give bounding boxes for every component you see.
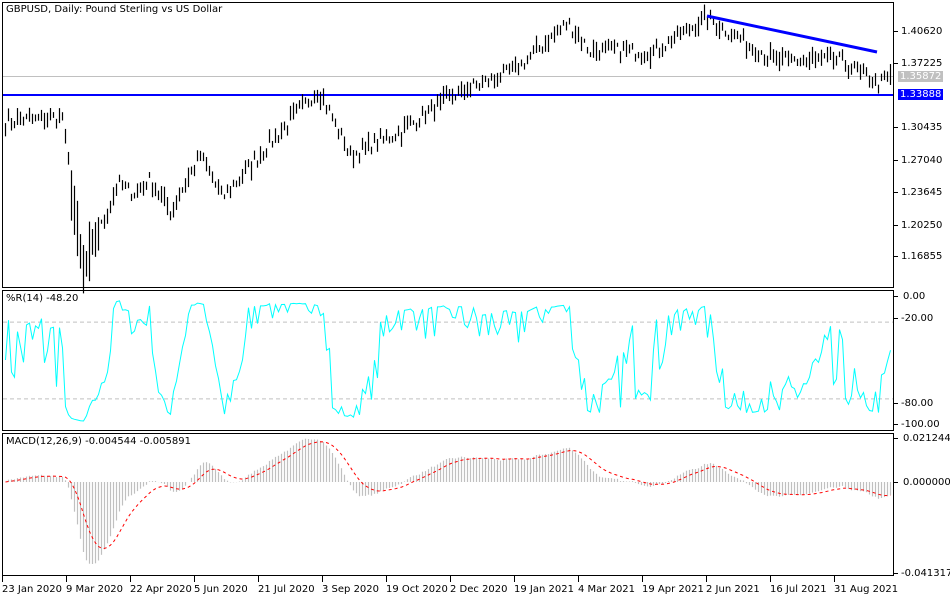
macd-axis-label: 0.021244	[903, 433, 950, 444]
wpr-axis-label: -100.00	[901, 419, 940, 430]
time-axis-label: 19 Oct 2020	[386, 584, 448, 595]
wpr-panel[interactable]	[2, 290, 894, 431]
time-axis-label: 3 Sep 2020	[322, 584, 380, 595]
price-axis-label: 1.30435	[901, 122, 943, 133]
price-bars	[4, 4, 892, 294]
price-axis-label: 1.20250	[901, 220, 943, 231]
chart-title: GBPUSD, Daily: Pound Sterling vs US Doll…	[6, 4, 223, 15]
macd-panel[interactable]	[2, 433, 894, 576]
time-axis-label: 2 Jun 2021	[706, 584, 760, 595]
wpr-axis-label: -20.00	[901, 313, 934, 324]
price-axis-label: 1.16855	[901, 251, 943, 262]
time-axis-label: 22 Apr 2020	[130, 584, 192, 595]
wpr-level-lines	[3, 321, 893, 400]
wpr-axis-label: -80.00	[901, 398, 934, 409]
time-axis-label: 19 Apr 2021	[642, 584, 704, 595]
current-price-tag: 1.35872	[898, 71, 944, 82]
main-panel[interactable]	[2, 2, 894, 288]
macd-axis-label: -0.041317	[901, 568, 950, 579]
price-axis-label: 1.37225	[901, 58, 943, 69]
time-axis-label: 19 Jan 2021	[514, 584, 574, 595]
time-axis-label: 5 Jun 2020	[194, 584, 248, 595]
price-axis-label: 1.27040	[901, 155, 943, 166]
time-axis-label: 9 Mar 2020	[66, 584, 124, 595]
time-axis-label: 23 Jan 2020	[2, 584, 62, 595]
trend-line[interactable]	[706, 14, 878, 54]
price-axis-label: 1.40620	[901, 26, 943, 37]
time-axis-label: 16 Jul 2021	[770, 584, 827, 595]
macd-indicator-label: MACD(12,26,9) -0.004544 -0.005891	[6, 436, 191, 447]
support-level-tag: 1.33888	[898, 89, 944, 100]
wpr-axis-label: 0.00	[903, 291, 926, 302]
macd-axis-label: 0.000000	[903, 477, 950, 488]
axis-ticks	[2, 31, 898, 582]
time-axis-label: 2 Dec 2020	[450, 584, 508, 595]
time-axis-label: 31 Aug 2021	[834, 584, 899, 595]
time-axis-label: 21 Jul 2020	[258, 584, 315, 595]
wpr-indicator-label: %R(14) -48.20	[6, 293, 79, 304]
time-axis-label: 4 Mar 2021	[578, 584, 636, 595]
wpr-line	[5, 300, 891, 422]
macd-signal-line	[5, 441, 891, 549]
price-axis-label: 1.23645	[901, 187, 943, 198]
macd-histogram	[7, 438, 892, 564]
